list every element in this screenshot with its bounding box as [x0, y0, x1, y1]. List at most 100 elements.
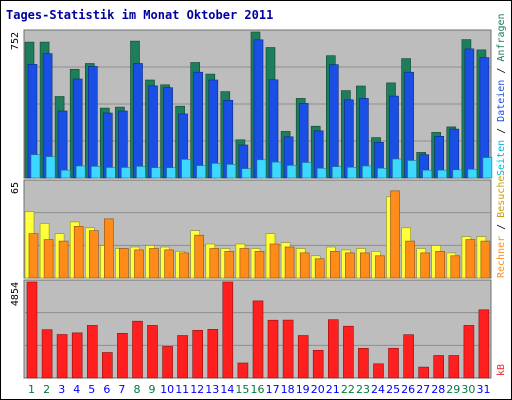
bar-middle-rechner-3: [58, 240, 69, 279]
day-label-23: 23: [356, 383, 370, 396]
day-label-29: 29: [446, 383, 460, 396]
day-label-4: 4: [73, 383, 80, 396]
bar-middle-rechner-4: [73, 226, 84, 279]
bar-bottom-kb-27: [418, 366, 430, 379]
bar-bottom-kb-25: [388, 347, 399, 379]
legend-separator: /: [496, 218, 507, 236]
bar-bottom-kb-21: [327, 319, 339, 379]
bar-bottom-kb-7: [117, 332, 128, 379]
day-label-15: 15: [235, 383, 249, 396]
bar-top-seiten-19: [301, 162, 312, 179]
bar-top-seiten-2: [45, 156, 56, 179]
bar-top-dateien-16: [253, 39, 264, 179]
bar-bottom-kb-17: [267, 319, 279, 379]
bar-bottom-kb-23: [358, 347, 369, 379]
legend-separator: /: [496, 122, 507, 140]
bar-top-seiten-7: [121, 167, 131, 179]
bar-top-seiten-17: [271, 161, 282, 179]
bar-top-dateien-8: [133, 63, 143, 179]
bar-top-seiten-4: [75, 165, 86, 179]
day-label-14: 14: [220, 383, 234, 396]
bar-top-seiten-20: [316, 168, 327, 179]
bar-bottom-kb-3: [56, 334, 68, 379]
bar-top-dateien-5: [88, 66, 98, 179]
legend-separator: /: [496, 62, 507, 80]
bar-top-seiten-28: [437, 169, 448, 179]
legend-middle: Rechner / Besuche: [496, 176, 507, 278]
bar-top-seiten-29: [452, 169, 463, 179]
day-label-10: 10: [160, 383, 174, 396]
bar-middle-rechner-12: [194, 234, 204, 279]
bar-middle-rechner-16: [254, 251, 265, 279]
legend-top: Seiten / Dateien / Anfragen: [496, 13, 507, 176]
bar-top-seiten-23: [362, 165, 372, 179]
bar-bottom-kb-5: [87, 325, 98, 379]
bar-top-dateien-12: [193, 71, 203, 179]
bar-top-dateien-4: [72, 78, 83, 179]
bar-middle-rechner-6: [104, 218, 114, 279]
bar-middle-rechner-15: [239, 248, 250, 279]
bar-middle-rechner-25: [390, 190, 400, 279]
legend-kb: kB: [496, 364, 507, 376]
bar-bottom-kb-15: [237, 362, 249, 379]
day-label-16: 16: [251, 383, 265, 396]
bar-top-seiten-31: [482, 157, 493, 179]
ymax-label-middle: 65: [10, 182, 21, 194]
day-label-9: 9: [149, 383, 156, 396]
bar-middle-rechner-11: [179, 252, 189, 279]
day-label-20: 20: [311, 383, 325, 396]
bar-bottom-kb-10: [162, 346, 173, 379]
bar-top-dateien-9: [148, 85, 158, 179]
bar-top-seiten-26: [407, 160, 417, 179]
bar-top-seiten-6: [106, 167, 116, 179]
bar-top-seiten-18: [286, 165, 297, 179]
legend-seiten: Seiten: [496, 140, 507, 176]
bar-middle-rechner-5: [89, 230, 99, 279]
bar-top-seiten-11: [181, 159, 191, 179]
bar-middle-rechner-24: [375, 255, 385, 279]
bar-top-seiten-5: [91, 166, 101, 179]
bar-middle-rechner-9: [149, 248, 159, 279]
day-label-13: 13: [205, 383, 219, 396]
bar-top-seiten-15: [241, 168, 252, 179]
bar-top-seiten-9: [151, 167, 161, 179]
day-label-28: 28: [431, 383, 445, 396]
bar-middle-rechner-22: [345, 252, 355, 279]
bar-middle-rechner-20: [314, 258, 325, 279]
bar-bottom-kb-2: [41, 329, 53, 379]
bar-bottom-kb-20: [312, 349, 324, 379]
day-label-3: 3: [58, 383, 65, 396]
bar-top-seiten-8: [136, 166, 146, 179]
bar-middle-rechner-1: [28, 233, 39, 279]
bar-middle-rechner-19: [299, 252, 310, 279]
bar-bottom-kb-19: [297, 335, 309, 379]
day-label-12: 12: [190, 383, 204, 396]
bar-top-seiten-12: [196, 165, 206, 179]
bar-top-dateien-21: [328, 64, 339, 179]
bar-middle-rechner-21: [329, 251, 340, 279]
bar-bottom-kb-12: [192, 329, 203, 379]
day-label-26: 26: [401, 383, 415, 396]
chart-title: Tages-Statistik im Monat Oktober 2011: [6, 8, 273, 22]
legend-besuche: Besuche: [496, 176, 507, 218]
day-label-22: 22: [341, 383, 355, 396]
legend-dateien: Dateien: [496, 80, 507, 122]
ymax-label-bottom: 4854: [10, 282, 21, 306]
day-label-6: 6: [103, 383, 110, 396]
bar-top-seiten-24: [377, 168, 387, 179]
bar-middle-rechner-23: [360, 252, 370, 279]
bar-bottom-kb-26: [403, 334, 414, 379]
bar-middle-rechner-31: [480, 240, 491, 279]
day-label-1: 1: [28, 383, 35, 396]
bar-top-dateien-22: [344, 99, 354, 179]
bar-top-seiten-10: [166, 167, 176, 179]
day-label-8: 8: [134, 383, 141, 396]
bar-bottom-kb-1: [26, 281, 38, 379]
day-label-2: 2: [43, 383, 50, 396]
bar-middle-rechner-7: [119, 248, 129, 279]
bar-bottom-kb-31: [478, 309, 490, 379]
bar-bottom-kb-28: [433, 355, 445, 379]
bar-top-seiten-3: [60, 169, 71, 179]
day-label-30: 30: [461, 383, 475, 396]
day-label-5: 5: [88, 383, 95, 396]
